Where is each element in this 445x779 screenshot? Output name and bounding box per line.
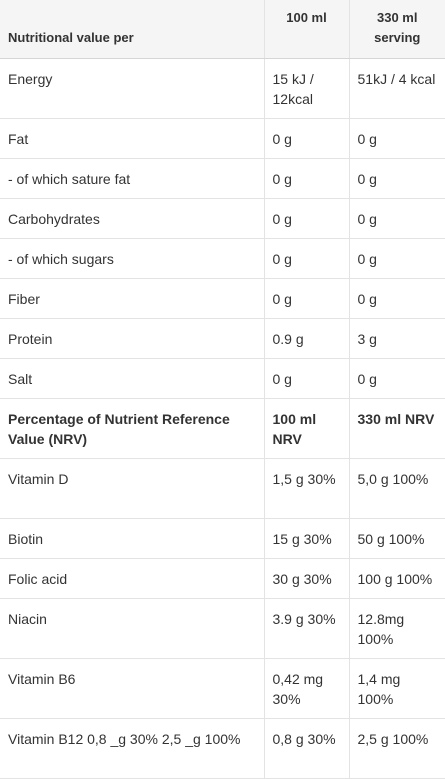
row-value-100ml: 0 g — [264, 358, 350, 399]
row-label: Salt — [0, 358, 265, 399]
row-value-330ml: 0 g — [349, 238, 445, 279]
nrv-header-row: Percentage of Nutrient Reference Value (… — [0, 398, 445, 459]
table-row-protein: Protein 0.9 g 3 g — [0, 318, 445, 359]
header-col-100ml: 100 ml — [264, 0, 350, 59]
table-row-vitamin-b6: Vitamin B6 0,42 mg 30% 1,4 mg 100% — [0, 658, 445, 719]
row-value-330ml: 12.8mg 100% — [349, 598, 445, 659]
row-value-100ml: 0 g — [264, 198, 350, 239]
row-label: Protein — [0, 318, 265, 359]
row-value-330ml: 3 g — [349, 318, 445, 359]
table-row-vitamin-b12: Vitamin B12 0,8 _g 30% 2,5 _g 100% 0,8 g… — [0, 718, 445, 779]
nrv-header-col-330ml: 330 ml NRV — [349, 398, 445, 459]
row-value-100ml: 0,8 g 30% — [264, 718, 350, 779]
row-value-100ml: 0 g — [264, 278, 350, 319]
nutrition-table-body: Energy 15 kJ / 12kcal 51kJ / 4 kcal Fat … — [0, 58, 445, 779]
row-value-330ml: 0 g — [349, 278, 445, 319]
header-col-330ml: 330 ml serving — [349, 0, 445, 59]
row-label: Fiber — [0, 278, 265, 319]
row-value-330ml: 100 g 100% — [349, 558, 445, 599]
row-value-100ml: 1,5 g 30% — [264, 458, 350, 519]
table-row-vitamin-d: Vitamin D 1,5 g 30% 5,0 g 100% — [0, 458, 445, 519]
row-value-330ml: 1,4 mg 100% — [349, 658, 445, 719]
row-label: Vitamin D — [0, 458, 265, 519]
table-row-saturated-fat: - of which sature fat 0 g 0 g — [0, 158, 445, 199]
row-label: Fat — [0, 118, 265, 159]
row-label: Vitamin B6 — [0, 658, 265, 719]
row-value-330ml: 51kJ / 4 kcal — [349, 58, 445, 119]
table-row-fiber: Fiber 0 g 0 g — [0, 278, 445, 319]
table-row-niacin: Niacin 3.9 g 30% 12.8mg 100% — [0, 598, 445, 659]
row-value-100ml: 0 g — [264, 118, 350, 159]
nrv-header-label: Percentage of Nutrient Reference Value (… — [0, 398, 265, 459]
row-value-100ml: 0 g — [264, 158, 350, 199]
nutrition-table-header: Nutritional value per 100 ml 330 ml serv… — [0, 0, 445, 59]
row-label: Biotin — [0, 518, 265, 559]
row-value-100ml: 3.9 g 30% — [264, 598, 350, 659]
header-row: Nutritional value per 100 ml 330 ml serv… — [0, 0, 445, 59]
table-row-biotin: Biotin 15 g 30% 50 g 100% — [0, 518, 445, 559]
row-value-330ml: 0 g — [349, 158, 445, 199]
row-label: - of which sugars — [0, 238, 265, 279]
row-label: Niacin — [0, 598, 265, 659]
row-label: Vitamin B12 0,8 _g 30% 2,5 _g 100% — [0, 718, 265, 779]
table-row-carbohydrates: Carbohydrates 0 g 0 g — [0, 198, 445, 239]
row-value-330ml: 2,5 g 100% — [349, 718, 445, 779]
row-value-330ml: 0 g — [349, 118, 445, 159]
row-value-330ml: 5,0 g 100% — [349, 458, 445, 519]
row-value-330ml: 0 g — [349, 198, 445, 239]
table-row-folic-acid: Folic acid 30 g 30% 100 g 100% — [0, 558, 445, 599]
row-value-100ml: 15 g 30% — [264, 518, 350, 559]
table-row-fat: Fat 0 g 0 g — [0, 118, 445, 159]
row-value-330ml: 50 g 100% — [349, 518, 445, 559]
row-label: Carbohydrates — [0, 198, 265, 239]
row-label: Energy — [0, 58, 265, 119]
row-value-100ml: 15 kJ / 12kcal — [264, 58, 350, 119]
row-value-100ml: 30 g 30% — [264, 558, 350, 599]
row-label: - of which sature fat — [0, 158, 265, 199]
row-value-330ml: 0 g — [349, 358, 445, 399]
row-value-100ml: 0,42 mg 30% — [264, 658, 350, 719]
table-row-energy: Energy 15 kJ / 12kcal 51kJ / 4 kcal — [0, 58, 445, 119]
row-label: Folic acid — [0, 558, 265, 599]
header-label: Nutritional value per — [0, 0, 265, 59]
table-row-sugars: - of which sugars 0 g 0 g — [0, 238, 445, 279]
nrv-header-col-100ml: 100 ml NRV — [264, 398, 350, 459]
row-value-100ml: 0 g — [264, 238, 350, 279]
row-value-100ml: 0.9 g — [264, 318, 350, 359]
table-row-salt: Salt 0 g 0 g — [0, 358, 445, 399]
